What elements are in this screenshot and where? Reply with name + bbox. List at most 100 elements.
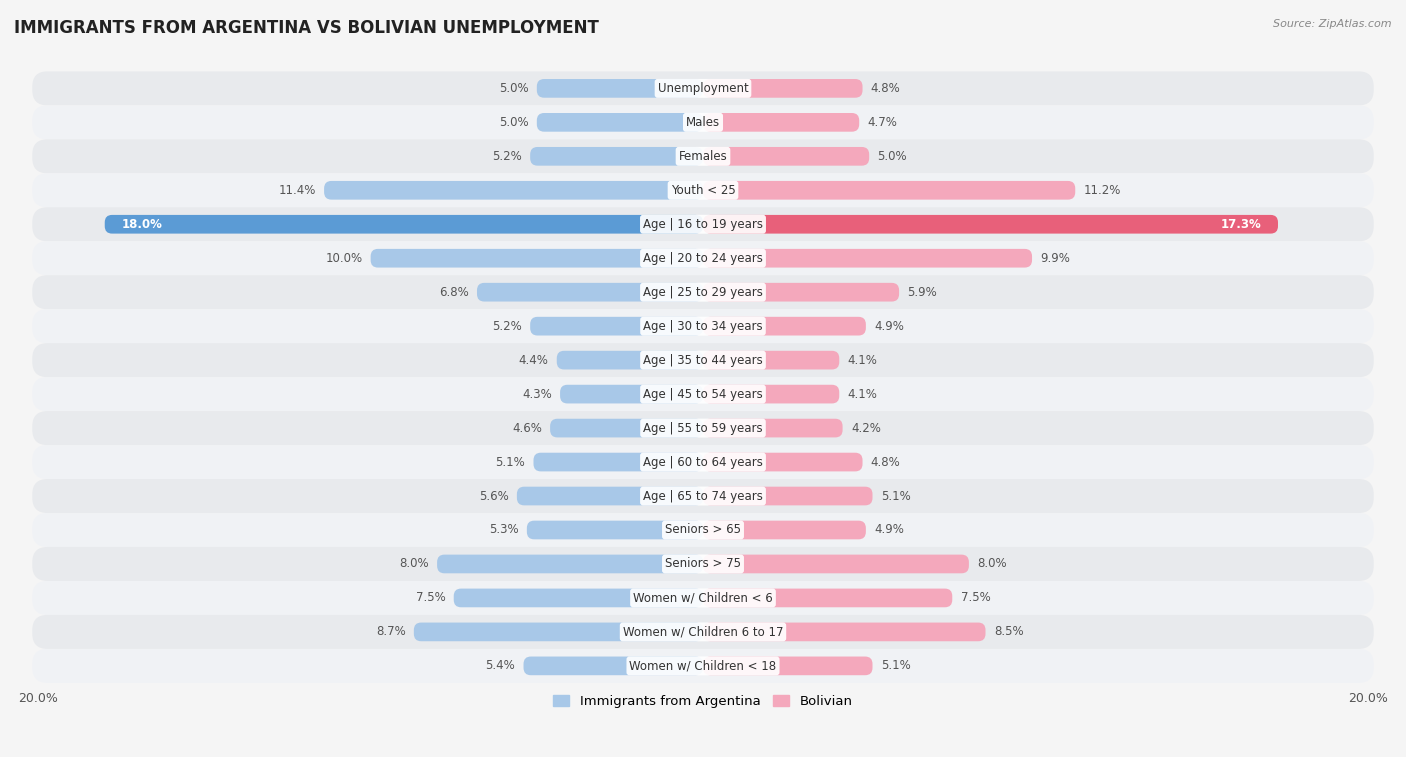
FancyBboxPatch shape [32,649,1374,683]
Text: 5.9%: 5.9% [907,285,938,299]
FancyBboxPatch shape [523,656,703,675]
Text: Women w/ Children < 18: Women w/ Children < 18 [630,659,776,672]
Text: Age | 55 to 59 years: Age | 55 to 59 years [643,422,763,435]
Text: 8.0%: 8.0% [399,557,429,571]
Text: 4.7%: 4.7% [868,116,897,129]
Text: 5.1%: 5.1% [880,659,911,672]
Text: 4.8%: 4.8% [870,82,901,95]
Text: 5.3%: 5.3% [489,524,519,537]
Text: Youth < 25: Youth < 25 [671,184,735,197]
FancyBboxPatch shape [703,656,873,675]
Text: 5.0%: 5.0% [499,82,529,95]
FancyBboxPatch shape [32,105,1374,139]
Text: 4.8%: 4.8% [870,456,901,469]
FancyBboxPatch shape [454,589,703,607]
FancyBboxPatch shape [703,419,842,438]
Text: 5.2%: 5.2% [492,319,522,332]
Text: 4.2%: 4.2% [851,422,880,435]
FancyBboxPatch shape [437,555,703,573]
FancyBboxPatch shape [703,385,839,403]
Text: 8.5%: 8.5% [994,625,1024,638]
Text: 5.1%: 5.1% [880,490,911,503]
FancyBboxPatch shape [703,79,862,98]
Text: Females: Females [679,150,727,163]
FancyBboxPatch shape [537,79,703,98]
FancyBboxPatch shape [32,276,1374,309]
FancyBboxPatch shape [32,411,1374,445]
FancyBboxPatch shape [517,487,703,506]
FancyBboxPatch shape [703,283,898,301]
Text: Women w/ Children 6 to 17: Women w/ Children 6 to 17 [623,625,783,638]
Text: Seniors > 65: Seniors > 65 [665,524,741,537]
Text: Women w/ Children < 6: Women w/ Children < 6 [633,591,773,604]
Text: 5.0%: 5.0% [499,116,529,129]
Text: 4.1%: 4.1% [848,354,877,366]
FancyBboxPatch shape [703,147,869,166]
Text: 5.4%: 5.4% [485,659,515,672]
FancyBboxPatch shape [413,622,703,641]
FancyBboxPatch shape [32,547,1374,581]
Text: IMMIGRANTS FROM ARGENTINA VS BOLIVIAN UNEMPLOYMENT: IMMIGRANTS FROM ARGENTINA VS BOLIVIAN UN… [14,19,599,37]
Text: 4.4%: 4.4% [519,354,548,366]
FancyBboxPatch shape [32,71,1374,105]
FancyBboxPatch shape [32,343,1374,377]
Text: 11.2%: 11.2% [1084,184,1121,197]
FancyBboxPatch shape [703,521,866,539]
Text: 8.0%: 8.0% [977,557,1007,571]
Text: 5.0%: 5.0% [877,150,907,163]
Text: Unemployment: Unemployment [658,82,748,95]
FancyBboxPatch shape [371,249,703,267]
FancyBboxPatch shape [32,309,1374,343]
FancyBboxPatch shape [32,581,1374,615]
FancyBboxPatch shape [530,147,703,166]
Text: Seniors > 75: Seniors > 75 [665,557,741,571]
FancyBboxPatch shape [703,622,986,641]
Text: Age | 25 to 29 years: Age | 25 to 29 years [643,285,763,299]
FancyBboxPatch shape [703,350,839,369]
FancyBboxPatch shape [32,615,1374,649]
Text: 17.3%: 17.3% [1220,218,1261,231]
FancyBboxPatch shape [703,317,866,335]
Text: 4.9%: 4.9% [875,524,904,537]
Text: 5.2%: 5.2% [492,150,522,163]
Text: 4.6%: 4.6% [512,422,541,435]
FancyBboxPatch shape [703,555,969,573]
FancyBboxPatch shape [537,113,703,132]
FancyBboxPatch shape [477,283,703,301]
Text: Age | 65 to 74 years: Age | 65 to 74 years [643,490,763,503]
FancyBboxPatch shape [557,350,703,369]
FancyBboxPatch shape [325,181,703,200]
FancyBboxPatch shape [560,385,703,403]
Text: 4.1%: 4.1% [848,388,877,400]
Text: Source: ZipAtlas.com: Source: ZipAtlas.com [1274,19,1392,29]
FancyBboxPatch shape [32,173,1374,207]
FancyBboxPatch shape [703,589,952,607]
FancyBboxPatch shape [533,453,703,472]
FancyBboxPatch shape [550,419,703,438]
FancyBboxPatch shape [32,377,1374,411]
Legend: Immigrants from Argentina, Bolivian: Immigrants from Argentina, Bolivian [548,690,858,714]
Text: 5.6%: 5.6% [479,490,509,503]
Text: 8.7%: 8.7% [375,625,405,638]
FancyBboxPatch shape [530,317,703,335]
FancyBboxPatch shape [703,249,1032,267]
FancyBboxPatch shape [32,241,1374,276]
FancyBboxPatch shape [32,445,1374,479]
Text: Age | 30 to 34 years: Age | 30 to 34 years [643,319,763,332]
Text: 6.8%: 6.8% [439,285,468,299]
FancyBboxPatch shape [104,215,703,234]
Text: 4.9%: 4.9% [875,319,904,332]
Text: Males: Males [686,116,720,129]
FancyBboxPatch shape [32,513,1374,547]
FancyBboxPatch shape [32,207,1374,241]
FancyBboxPatch shape [703,113,859,132]
FancyBboxPatch shape [703,181,1076,200]
Text: 9.9%: 9.9% [1040,252,1070,265]
Text: 7.5%: 7.5% [960,591,990,604]
Text: Age | 45 to 54 years: Age | 45 to 54 years [643,388,763,400]
FancyBboxPatch shape [703,215,1278,234]
Text: 18.0%: 18.0% [121,218,162,231]
Text: 10.0%: 10.0% [325,252,363,265]
Text: Age | 60 to 64 years: Age | 60 to 64 years [643,456,763,469]
FancyBboxPatch shape [32,479,1374,513]
